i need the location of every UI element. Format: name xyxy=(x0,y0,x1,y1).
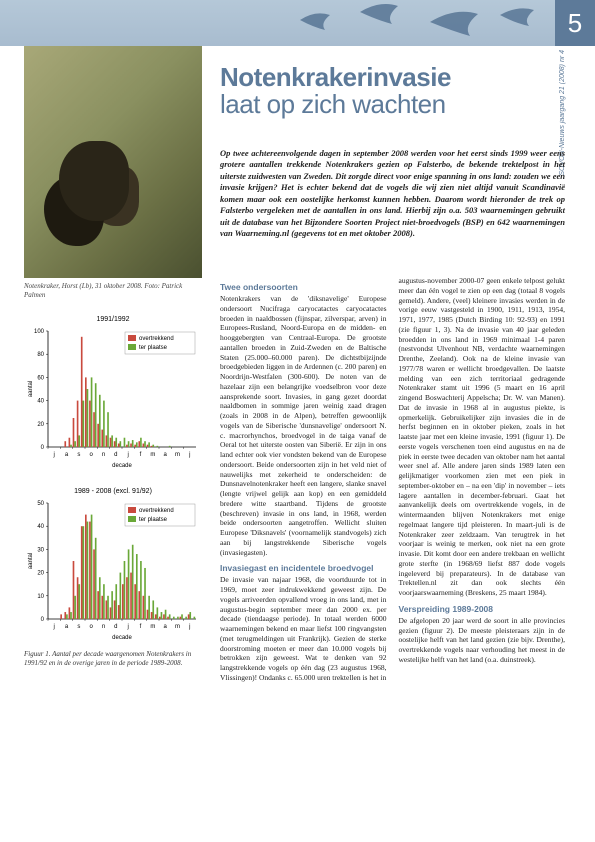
chart-2: 1989 - 2008 (excl. 91/92) 01020304050aan… xyxy=(24,488,202,647)
title-line-2: laat op zich wachten xyxy=(220,89,565,120)
svg-text:d: d xyxy=(114,624,117,630)
section-1-body: Notenkrakers van de 'diksnavelige' Europ… xyxy=(220,294,387,557)
svg-text:40: 40 xyxy=(37,524,44,530)
svg-text:a: a xyxy=(163,624,167,630)
svg-text:10: 10 xyxy=(37,594,44,600)
svg-text:aantal: aantal xyxy=(28,381,34,397)
svg-text:overtrekkend: overtrekkend xyxy=(139,336,174,342)
svg-text:20: 20 xyxy=(37,422,44,428)
svg-text:overtrekkend: overtrekkend xyxy=(139,508,174,514)
svg-text:100: 100 xyxy=(34,329,45,335)
article-photo xyxy=(24,46,202,278)
svg-text:decade: decade xyxy=(112,635,132,641)
svg-text:a: a xyxy=(65,452,69,458)
svg-text:60: 60 xyxy=(37,375,44,381)
page-number: 5 xyxy=(555,0,595,46)
svg-text:n: n xyxy=(102,452,105,458)
section-2-title: Invasiegast en incidentele broedvogel xyxy=(220,563,387,574)
chart-2-svg: 0 10 20 30 40 50 aantal j a s o n d j f m a m j decade overt… xyxy=(24,497,202,647)
svg-text:decade: decade xyxy=(112,463,132,469)
section-4-body: De afgelopen 20 jaar werd de soort in al… xyxy=(399,616,566,665)
body-text: Twee ondersoorten Notenkrakers van de 'd… xyxy=(220,276,565,822)
chart-1: 1991/1992 0 20 40 60 80 100 aantal j a s o n d j f m a m j… xyxy=(24,316,202,475)
chart-caption: Figuur 1. Aantal per decade waargenomen … xyxy=(24,650,202,668)
svg-text:j: j xyxy=(52,624,54,630)
svg-text:j: j xyxy=(126,452,128,458)
svg-text:40: 40 xyxy=(37,399,44,405)
section-3-body: augustus-november 2000-07 geen enkele te… xyxy=(399,276,566,598)
svg-text:a: a xyxy=(65,624,69,630)
section-4-title: Verspreiding 1989-2008 xyxy=(399,604,566,615)
svg-text:20: 20 xyxy=(37,571,44,577)
svg-text:ter plaatse: ter plaatse xyxy=(139,517,168,523)
svg-text:m: m xyxy=(175,624,180,630)
svg-text:50: 50 xyxy=(37,501,44,507)
intro-paragraph: Op twee achtereenvolgende dagen in septe… xyxy=(220,148,565,240)
header-band xyxy=(0,0,595,46)
svg-text:j: j xyxy=(188,624,190,630)
svg-text:0: 0 xyxy=(41,445,45,451)
svg-text:s: s xyxy=(77,624,80,630)
svg-text:j: j xyxy=(52,452,54,458)
svg-text:f: f xyxy=(140,624,142,630)
article-title: Notenkrakerinvasie laat op zich wachten xyxy=(220,62,565,120)
svg-text:j: j xyxy=(126,624,128,630)
svg-text:aantal: aantal xyxy=(28,553,34,569)
section-1-title: Twee ondersoorten xyxy=(220,282,387,293)
svg-text:a: a xyxy=(163,452,167,458)
svg-text:o: o xyxy=(89,452,93,458)
chart-2-title: 1989 - 2008 (excl. 91/92) xyxy=(24,488,202,495)
chart-1-title: 1991/1992 xyxy=(24,316,202,323)
svg-text:d: d xyxy=(114,452,117,458)
svg-text:30: 30 xyxy=(37,547,44,553)
svg-text:m: m xyxy=(175,452,180,458)
chart-1-svg: 0 20 40 60 80 100 aantal j a s o n d j f m a m j decade over… xyxy=(24,325,202,475)
section-2-body: De invasie van najaar 1968, die voortduu… xyxy=(220,575,387,682)
swallow-silhouettes xyxy=(0,0,595,46)
svg-text:m: m xyxy=(150,452,155,458)
svg-text:n: n xyxy=(102,624,105,630)
svg-text:m: m xyxy=(150,624,155,630)
svg-text:ter plaatse: ter plaatse xyxy=(139,345,168,351)
svg-text:s: s xyxy=(77,452,80,458)
svg-text:f: f xyxy=(140,452,142,458)
svg-text:j: j xyxy=(188,452,190,458)
svg-text:0: 0 xyxy=(41,617,45,623)
photo-caption: Notenkraker, Horst (Lb), 31 oktober 2008… xyxy=(24,282,202,300)
svg-text:o: o xyxy=(89,624,93,630)
svg-text:80: 80 xyxy=(37,352,44,358)
